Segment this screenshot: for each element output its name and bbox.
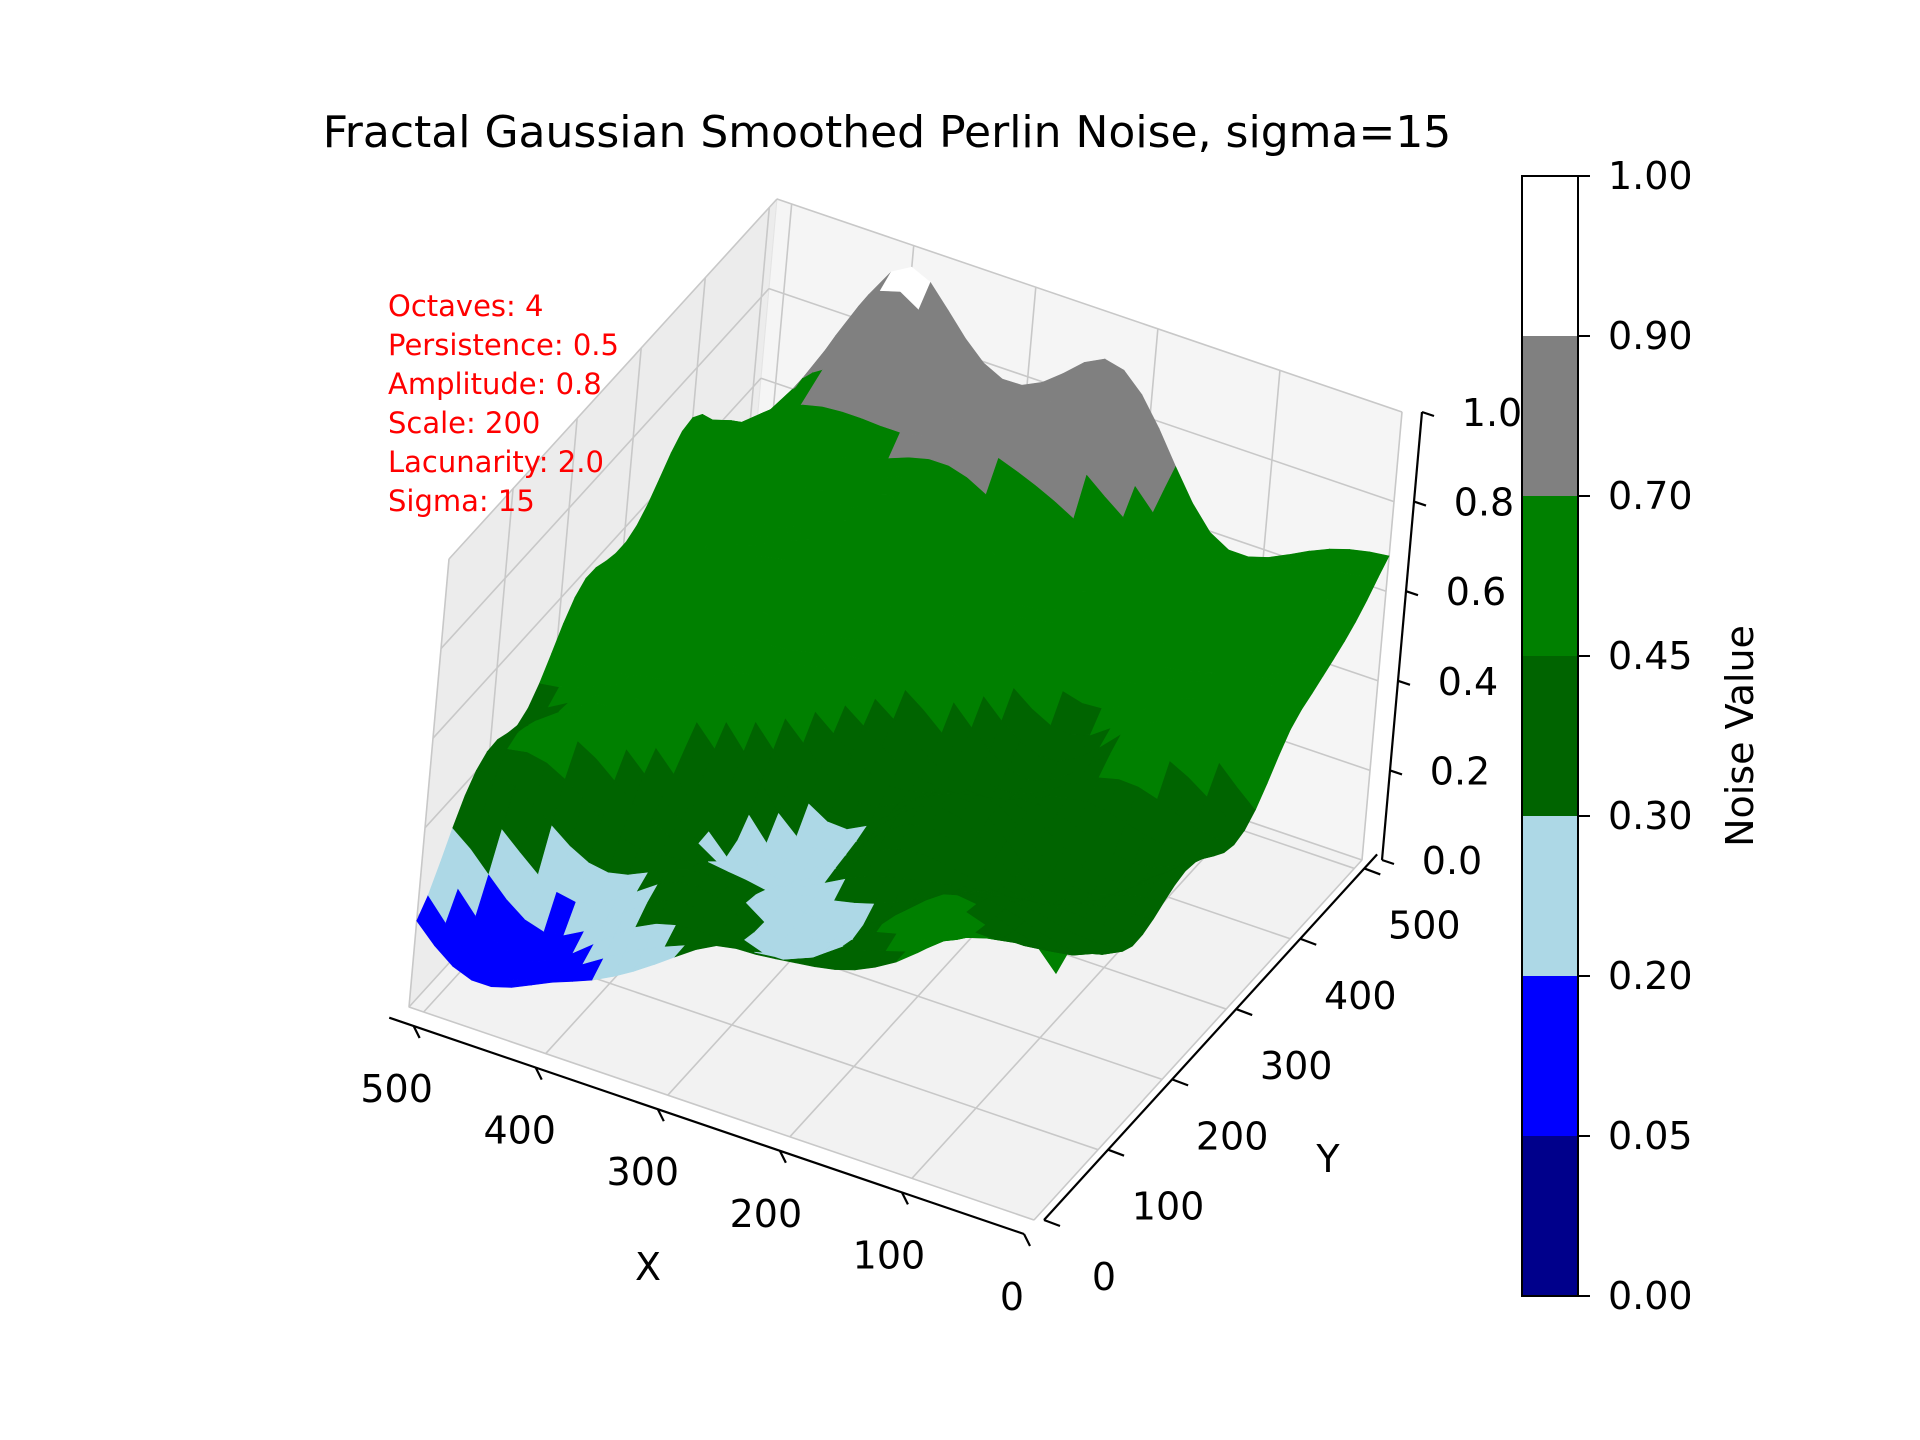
y-tick bbox=[1043, 1218, 1061, 1228]
y-tick bbox=[1363, 867, 1381, 876]
z-tick bbox=[1405, 590, 1419, 597]
annotation-line: Amplitude: 0.8 bbox=[388, 367, 602, 401]
colorbar-segment bbox=[1522, 976, 1578, 1136]
grid-line bbox=[911, 817, 1241, 1179]
x-axis-line bbox=[388, 1016, 1025, 1236]
x-tick bbox=[778, 1150, 787, 1164]
grid-line bbox=[448, 198, 778, 560]
y-tick-label: 500 bbox=[1388, 903, 1461, 947]
y-tick-label: 100 bbox=[1132, 1185, 1205, 1229]
y-tick-label: 300 bbox=[1260, 1044, 1333, 1088]
z-tick bbox=[1397, 679, 1411, 686]
colorbar-tick-label: 1.00 bbox=[1608, 154, 1693, 198]
axis-layer: 0 100 200 300 400 500 0 100 200 300 400 500 0.0 0.2 0.… bbox=[360, 391, 1522, 1319]
z-tick bbox=[1389, 769, 1403, 776]
annotation-line: Octaves: 4 bbox=[388, 289, 543, 323]
y-axis-label: Y bbox=[1315, 1137, 1340, 1181]
colorbar-tick-label: 0.00 bbox=[1608, 1274, 1693, 1318]
y-tick bbox=[1171, 1078, 1189, 1087]
colorbar-segment bbox=[1522, 336, 1578, 496]
y-tick bbox=[1235, 1008, 1253, 1017]
x-tick-label: 500 bbox=[360, 1067, 433, 1111]
grid-line bbox=[408, 558, 450, 1008]
annotation-line: Scale: 200 bbox=[388, 406, 540, 440]
colorbar-tick-label: 0.05 bbox=[1608, 1114, 1693, 1158]
colorbar: 0.00 0.05 0.20 0.30 0.45 0.70 0.90 1.00 bbox=[1521, 154, 1693, 1318]
z-axis-line bbox=[1380, 411, 1424, 861]
z-tick bbox=[1413, 500, 1427, 507]
x-tick bbox=[900, 1191, 909, 1205]
annotation-block: Octaves: 4 Persistence: 0.5 Amplitude: 0… bbox=[388, 289, 619, 518]
colorbar-tick-label: 0.90 bbox=[1608, 314, 1693, 358]
y-tick bbox=[1107, 1148, 1125, 1157]
annotation-line: Sigma: 15 bbox=[388, 484, 535, 518]
y-tick-label: 0 bbox=[1092, 1255, 1116, 1299]
colorbar-segment bbox=[1522, 176, 1578, 336]
surface-facet bbox=[1357, 551, 1390, 579]
z-tick-label: 0.6 bbox=[1446, 570, 1506, 614]
colorbar-segment bbox=[1522, 496, 1578, 656]
annotation-line: Persistence: 0.5 bbox=[388, 328, 619, 362]
colorbar-label: Noise Value bbox=[1718, 625, 1762, 847]
colorbar-frame bbox=[1521, 175, 1579, 1297]
z-tick-label: 1.0 bbox=[1462, 391, 1522, 435]
z-tick bbox=[1381, 858, 1395, 866]
y-axis-line bbox=[1043, 853, 1378, 1221]
z-tick-label: 0.8 bbox=[1454, 481, 1514, 525]
colorbar-tick-label: 0.20 bbox=[1608, 954, 1693, 998]
y-tick-label: 200 bbox=[1196, 1114, 1269, 1158]
x-tick bbox=[1023, 1233, 1031, 1247]
chart-title: Fractal Gaussian Smoothed Perlin Noise, … bbox=[323, 107, 1452, 158]
y-tick bbox=[1299, 937, 1317, 946]
x-tick-label: 300 bbox=[607, 1150, 680, 1194]
x-tick-label: 0 bbox=[1000, 1275, 1024, 1319]
annotation-line: Lacunarity: 2.0 bbox=[388, 445, 604, 479]
x-axis-label: X bbox=[635, 1245, 661, 1289]
x-tick bbox=[412, 1025, 421, 1039]
colorbar-tick-label: 0.30 bbox=[1608, 794, 1693, 838]
colorbar-tick-label: 0.45 bbox=[1608, 634, 1693, 678]
colorbar-segment bbox=[1522, 1136, 1578, 1296]
z-tick bbox=[1421, 410, 1435, 418]
colorbar-segment bbox=[1522, 656, 1578, 816]
x-tick-label: 200 bbox=[730, 1192, 803, 1236]
x-tick-label: 400 bbox=[483, 1109, 556, 1153]
x-tick-label: 100 bbox=[853, 1233, 926, 1277]
colorbar-segment bbox=[1522, 816, 1578, 976]
z-tick-label: 0.4 bbox=[1438, 660, 1498, 704]
grid-line bbox=[440, 288, 770, 650]
surface-layer bbox=[416, 266, 1390, 988]
z-tick-label: 0.2 bbox=[1430, 749, 1490, 793]
y-tick-label: 400 bbox=[1324, 974, 1397, 1018]
z-tick-label: 0.0 bbox=[1422, 839, 1482, 883]
grid-line bbox=[1033, 859, 1363, 1221]
grid-line bbox=[776, 198, 1403, 413]
grid-line bbox=[408, 1006, 1035, 1221]
x-tick bbox=[534, 1067, 543, 1081]
colorbar-tick-label: 0.70 bbox=[1608, 474, 1693, 518]
x-tick bbox=[656, 1108, 665, 1122]
grid-line bbox=[1361, 411, 1403, 861]
